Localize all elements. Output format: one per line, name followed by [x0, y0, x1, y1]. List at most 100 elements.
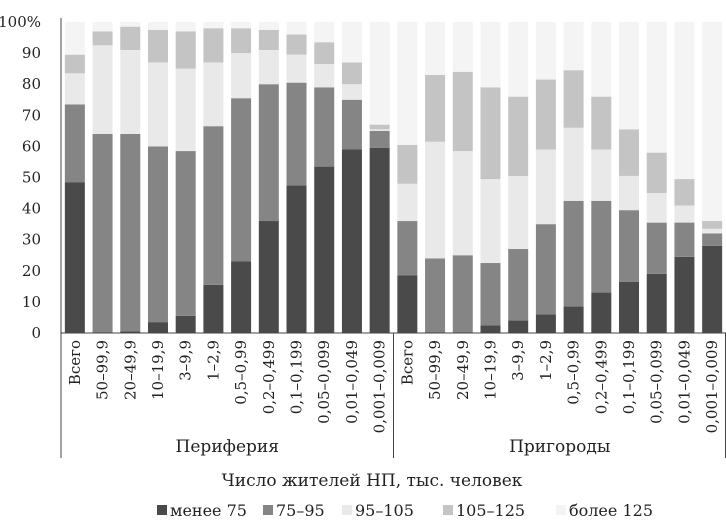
bar-segment: [369, 124, 390, 130]
bar-segment: [397, 22, 418, 145]
bar-segment: [231, 22, 252, 29]
bar-stacks: [64, 22, 723, 333]
bar-segment: [619, 129, 640, 176]
x-axis-title: Число жителей НП, тыс. человек: [222, 471, 523, 491]
x-tick-label: 50–99,9: [426, 340, 444, 400]
bar-segment: [452, 255, 473, 333]
bar-segment: [646, 222, 667, 274]
bar-segment: [397, 275, 418, 333]
bar-segment: [646, 193, 667, 223]
bar-segment: [452, 71, 473, 152]
bar-segment: [674, 22, 695, 180]
bar-segment: [147, 62, 168, 147]
bar-segment: [702, 22, 723, 222]
bar-segment: [203, 284, 224, 333]
y-tick-label: 80: [22, 75, 41, 93]
bar-segment: [314, 22, 335, 43]
group-label: Пригороды: [509, 437, 610, 457]
x-tick-label: 1–2,9: [537, 340, 555, 381]
legend-swatch: [342, 505, 352, 515]
bar-segment: [563, 200, 584, 307]
x-tick-label: 1–2,9: [204, 340, 222, 381]
bar-segment: [563, 70, 584, 128]
y-tick-label: 0: [31, 324, 41, 342]
y-tick-label: 50: [22, 169, 41, 187]
bar-segment: [92, 31, 113, 46]
bar-segment: [535, 79, 556, 150]
legend-swatch: [443, 505, 453, 515]
bar-segment: [674, 256, 695, 333]
legend-label: менее 75: [170, 501, 247, 520]
legend-label: 75–95: [276, 501, 325, 520]
y-tick-label: 40: [22, 200, 41, 218]
y-tick-label: 20: [22, 262, 41, 280]
bar-segment: [120, 49, 141, 134]
y-tick-label: 60: [22, 137, 41, 155]
bar-segment: [203, 126, 224, 285]
bar-segment: [286, 34, 307, 55]
x-tick-label: 20–49,9: [121, 340, 139, 400]
bar-segment: [92, 45, 113, 134]
bar-segment: [231, 261, 252, 333]
bar-segment: [674, 205, 695, 223]
bar-segment: [92, 133, 113, 333]
x-tick-label: 0,2–0,499: [592, 340, 610, 414]
x-tick-label: 0,1–0,199: [288, 340, 306, 414]
bar-segment: [231, 98, 252, 262]
x-tick-label: 0,01–0,049: [343, 340, 361, 424]
bar-segment: [619, 22, 640, 130]
bar-segment: [231, 53, 252, 99]
bar-segment: [535, 224, 556, 315]
bar-segment: [535, 314, 556, 333]
bar-segment: [452, 22, 473, 72]
bar-segment: [508, 320, 529, 333]
x-tick-label: 3–9,9: [509, 340, 527, 381]
bar-segment: [341, 149, 362, 333]
bar-segment: [314, 42, 335, 64]
x-tick-label: 0,2–0,499: [260, 340, 278, 414]
bar-segment: [591, 22, 612, 97]
bar-segment: [619, 210, 640, 282]
bar-segment: [369, 22, 390, 125]
bar-segment: [563, 22, 584, 71]
bar-segment: [258, 84, 279, 222]
x-tick-label: 0,01–0,049: [675, 340, 693, 424]
bar-segment: [341, 62, 362, 85]
x-tick-label: 3–9,9: [177, 340, 195, 381]
bar-segment: [175, 315, 196, 333]
group-labels: Периферия Пригороды: [176, 437, 611, 457]
bar-segment: [369, 147, 390, 333]
bar-segment: [64, 104, 85, 183]
bar-segment: [591, 96, 612, 150]
bar-segment: [591, 292, 612, 333]
y-axis-ticks: 0 10 20 30 40 50 60 70 80 90 100%: [0, 13, 41, 342]
x-tick-label: 0,05–0,099: [315, 340, 333, 424]
bar-segment: [175, 151, 196, 316]
bar-segment: [258, 22, 279, 30]
legend-label: более 125: [569, 501, 653, 520]
legend-swatch: [157, 505, 167, 515]
bar-segment: [286, 22, 307, 35]
bar-segment: [64, 54, 85, 74]
bar-segment: [341, 22, 362, 63]
bar-segment: [397, 144, 418, 184]
bar-segment: [120, 331, 141, 333]
bar-segment: [674, 179, 695, 206]
bar-segment: [646, 273, 667, 333]
bar-segment: [203, 28, 224, 63]
bar-segment: [64, 182, 85, 333]
bar-segment: [147, 322, 168, 333]
bar-segment: [64, 73, 85, 105]
bar-segment: [646, 152, 667, 194]
bar-segment: [535, 149, 556, 225]
bar-segment: [369, 130, 390, 148]
y-tick-label: 90: [22, 44, 41, 62]
x-tick-label: 0,001–0,009: [703, 340, 721, 433]
y-tick-label: 10: [22, 293, 41, 311]
bar-segment: [258, 29, 279, 50]
y-tick-label: 70: [22, 106, 41, 124]
x-tick-label: 0,1–0,199: [620, 340, 638, 414]
bar-segment: [314, 87, 335, 167]
bar-segment: [452, 151, 473, 256]
